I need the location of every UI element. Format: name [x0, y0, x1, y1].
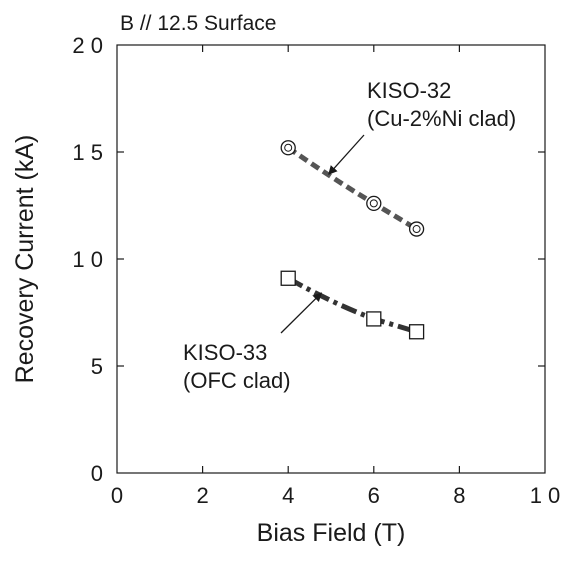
y-tick-label: 1 0: [72, 247, 103, 272]
annotation-arrow-kiso-33: [281, 293, 321, 333]
x-axis-tick-labels: 0 2 4 6 8 1 0: [111, 483, 560, 508]
annotation-arrow-kiso-32: [329, 135, 364, 174]
annotation-kiso-33-name: KISO-33: [183, 340, 267, 365]
x-tick-label: 0: [111, 483, 123, 508]
annotation-kiso-32-material: (Cu-2%Ni clad): [367, 106, 516, 131]
x-tick-label: 1 0: [530, 483, 561, 508]
annotation-kiso-33-material: (OFC clad): [183, 368, 291, 393]
y-axis-tick-labels: 0 5 1 0 1 5 2 0: [72, 33, 103, 486]
y-axis-ticks: [117, 152, 545, 366]
x-tick-label: 2: [196, 483, 208, 508]
y-axis-label: Recovery Current (kA): [11, 135, 39, 384]
y-tick-label: 5: [91, 354, 103, 379]
fit-lines: [288, 148, 416, 332]
data-point-square: [367, 312, 381, 326]
data-point-square: [410, 325, 424, 339]
data-point-circle: [367, 196, 381, 210]
fit-line-kiso-32: [288, 148, 416, 229]
annotation-kiso-32-name: KISO-32: [367, 78, 451, 103]
data-point-square: [281, 271, 295, 285]
data-point-circle: [410, 222, 424, 236]
fit-line-kiso-33: [288, 278, 416, 332]
x-tick-label: 6: [368, 483, 380, 508]
y-tick-label: 1 5: [72, 140, 103, 165]
x-axis-label: Bias Field (T): [257, 519, 406, 547]
chart-title: B // 12.5 Surface: [120, 12, 276, 35]
x-tick-label: 8: [453, 483, 465, 508]
x-tick-label: 4: [282, 483, 294, 508]
data-point-circle: [281, 141, 295, 155]
y-tick-label: 2 0: [72, 33, 103, 58]
y-tick-label: 0: [91, 461, 103, 486]
